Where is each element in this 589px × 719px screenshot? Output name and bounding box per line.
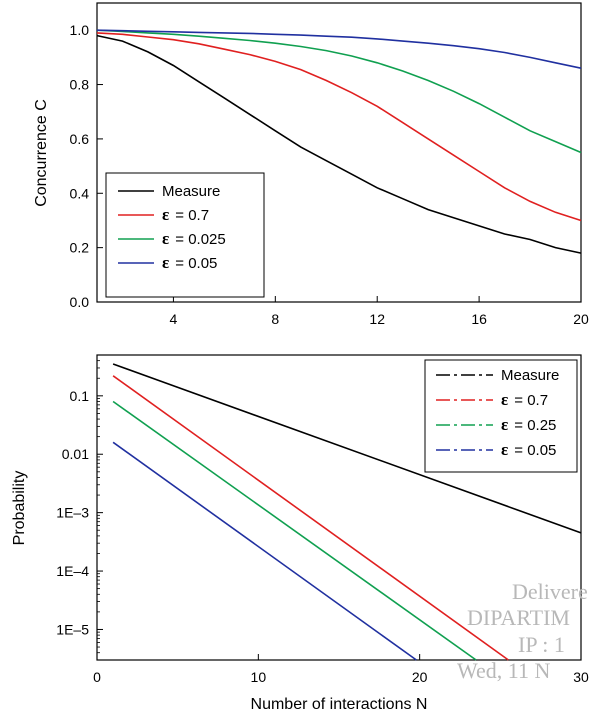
series-line-1 <box>112 375 509 661</box>
concurrence-chart: 4 8 12 16 20 0.0 0.2 0.4 0.6 0.8 1.0 Concurrence C… <box>33 2 589 327</box>
legend-label: ε = 0.25 <box>501 415 556 434</box>
y-tick-label: 0.0 <box>70 294 90 310</box>
legend-box <box>105 172 265 298</box>
x-tick-label: 20 <box>573 311 589 327</box>
x-tick-label: 4 <box>170 311 178 327</box>
series-line-0 <box>112 363 582 534</box>
epsilon-symbol: ε <box>501 390 508 409</box>
y-tick-label: 0.1 <box>70 388 90 404</box>
legend-value: = 0.25 <box>514 417 556 434</box>
y-axis-title: Concurrence C <box>33 99 50 207</box>
axis-ticks: 0 10 20 30 1E–5 1E–4 1E–3 0.01 0.1 <box>56 354 589 685</box>
y-tick-label: 1E–5 <box>56 621 89 637</box>
legend-box <box>424 359 578 473</box>
legend-label: Measure <box>162 183 220 200</box>
y-axis-title: Probability <box>11 471 28 546</box>
legend-label: ε = 0.025 <box>162 229 226 248</box>
epsilon-symbol: ε <box>162 205 169 224</box>
series-lines <box>112 363 582 661</box>
legend-value: = 0.025 <box>175 231 225 248</box>
probability-chart: 0 10 20 30 1E–5 1E–4 1E–3 0.01 0.1 Probability N… <box>11 354 589 713</box>
x-axis-title: Number of interactions N <box>251 696 428 713</box>
series-line-3 <box>96 29 582 69</box>
epsilon-symbol: ε <box>162 229 169 248</box>
x-tick-label: 8 <box>271 311 279 327</box>
x-tick-label: 30 <box>573 669 589 685</box>
legend-value: = 0.7 <box>514 392 548 409</box>
y-tick-label: 0.4 <box>70 185 90 201</box>
series-lines <box>96 29 582 254</box>
legend-label: ε = 0.05 <box>162 253 217 272</box>
plot-frame <box>96 354 582 661</box>
legend-value: = 0.05 <box>514 442 556 459</box>
y-tick-label: 0.8 <box>70 77 90 93</box>
epsilon-symbol: ε <box>501 415 508 434</box>
series-line-2 <box>96 29 582 154</box>
watermark-line: Wed, 11 N <box>457 658 550 683</box>
legend: Measure ε = 0.7 ε = 0.025 ε = 0.05 <box>105 172 265 298</box>
legend-label: ε = 0.7 <box>501 390 548 409</box>
series-line-2 <box>112 400 477 661</box>
x-tick-label: 0 <box>93 669 101 685</box>
x-tick-label: 12 <box>369 311 385 327</box>
watermark-line: DIPARTIM <box>467 605 570 630</box>
epsilon-symbol: ε <box>162 253 169 272</box>
y-tick-label: 1E–3 <box>56 505 89 521</box>
series-line-1 <box>96 32 582 222</box>
watermark-line: Delivere <box>512 579 588 604</box>
legend-label: Measure <box>501 367 559 384</box>
legend-label: ε = 0.05 <box>501 440 556 459</box>
epsilon-symbol: ε <box>501 440 508 459</box>
watermark-line: IP : 1 <box>518 632 565 657</box>
y-tick-label: 0.6 <box>70 131 90 147</box>
y-tick-label: 0.01 <box>62 446 89 462</box>
legend-value: = 0.7 <box>175 207 209 224</box>
x-tick-label: 16 <box>471 311 487 327</box>
axis-ticks: 4 8 12 16 20 0.0 0.2 0.4 0.6 0.8 1.0 <box>70 22 589 327</box>
y-tick-label: 1.0 <box>70 22 90 38</box>
legend: Measure ε = 0.7 ε = 0.25 ε = 0.05 <box>424 359 578 473</box>
series-line-3 <box>112 441 417 661</box>
y-tick-label: 0.2 <box>70 240 90 256</box>
series-line-0 <box>96 34 582 254</box>
x-tick-label: 20 <box>412 669 428 685</box>
y-tick-label: 1E–4 <box>56 563 89 579</box>
legend-label: ε = 0.7 <box>162 205 209 224</box>
x-tick-label: 10 <box>251 669 267 685</box>
watermark: Delivere DIPARTIM IP : 1 Wed, 11 N <box>457 579 588 683</box>
legend-value: = 0.05 <box>175 255 217 272</box>
